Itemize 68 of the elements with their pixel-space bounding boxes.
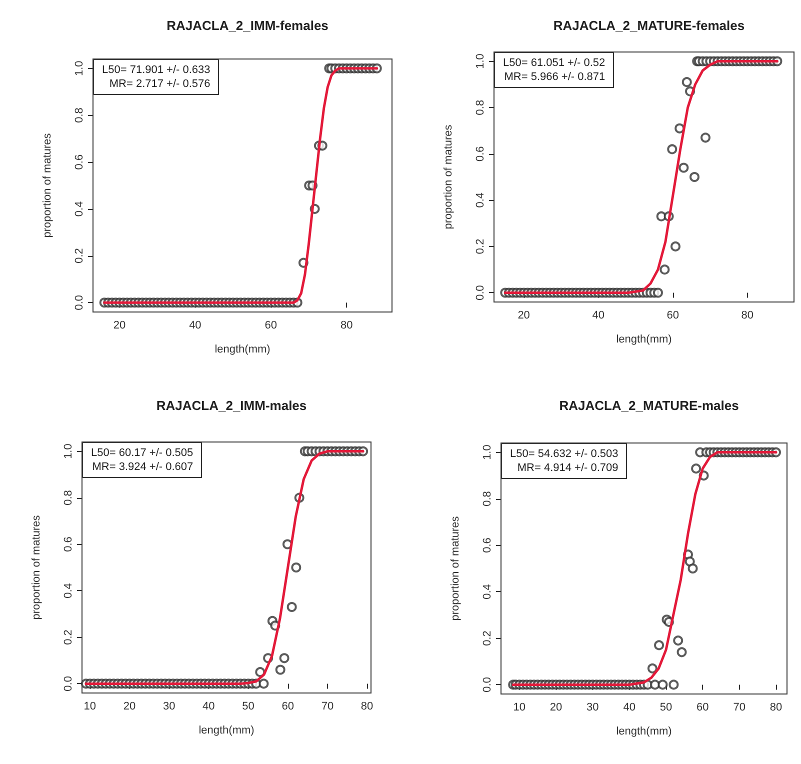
y-tick-label: 0.2 xyxy=(62,630,74,645)
y-axis-title: proportion of matures xyxy=(30,514,42,620)
y-tick-label: 1.0 xyxy=(482,444,494,460)
y-tick-label: 0.6 xyxy=(74,154,86,170)
x-tick-label: 80 xyxy=(340,320,353,332)
annotation: L50= 71.901 +/- 0.633 xyxy=(102,63,210,77)
x-tick-label: 40 xyxy=(623,702,636,714)
x-axis-title: length(mm) xyxy=(214,344,270,356)
y-tick-label: 0.2 xyxy=(474,238,486,254)
y-tick-label: 0.4 xyxy=(474,192,486,208)
y-tick-label: 0.6 xyxy=(482,538,494,553)
x-tick-label: 60 xyxy=(264,320,278,332)
annotation: L50= 61.051 +/- 0.52 xyxy=(503,56,606,70)
y-axis-title: proportion of matures xyxy=(42,132,54,238)
y-tick-label: 1.0 xyxy=(74,60,86,76)
x-tick-label: 40 xyxy=(592,310,604,322)
y-tick-label: 0.8 xyxy=(474,100,486,116)
x-tick-label: 30 xyxy=(586,702,599,714)
chart-title: RAJACLA_2_MATURE-females xyxy=(553,18,745,33)
y-tick-label: 0.0 xyxy=(474,285,486,300)
x-tick-label: 40 xyxy=(202,700,215,712)
x-tick-label: 60 xyxy=(666,310,680,322)
y-axis-title: proportion of matures xyxy=(450,516,462,621)
y-tick-label: 0.4 xyxy=(74,201,86,217)
y-axis-title: proportion of matures xyxy=(442,124,454,230)
chart-title: RAJACLA_2_MATURE-males xyxy=(559,398,739,413)
x-axis-title: length(mm) xyxy=(616,726,672,738)
annotation: MR= 5.966 +/- 0.871 xyxy=(503,70,606,84)
x-tick-label: 20 xyxy=(113,320,126,332)
y-tick-label: 0.0 xyxy=(62,676,74,692)
annotation: L50= 60.17 +/- 0.505 xyxy=(91,446,194,460)
x-tick-label: 50 xyxy=(242,700,254,712)
x-tick-label: 60 xyxy=(696,702,709,714)
y-tick-label: 0.6 xyxy=(62,536,74,552)
y-tick-label: 1.0 xyxy=(62,444,74,459)
y-tick-label: 0.6 xyxy=(474,146,486,162)
x-tick-label: 10 xyxy=(84,700,96,712)
y-tick-label: 0.8 xyxy=(482,491,494,506)
y-tick-label: 0.2 xyxy=(74,248,86,264)
y-tick-label: 0.2 xyxy=(482,630,494,646)
x-tick-label: 10 xyxy=(513,702,526,714)
x-axis-title: length(mm) xyxy=(198,724,254,736)
x-tick-label: 20 xyxy=(123,700,136,712)
chart-title: RAJACLA_2_IMM-females xyxy=(166,18,328,33)
y-tick-label: 1.0 xyxy=(474,54,486,69)
y-tick-label: 0.4 xyxy=(482,584,494,600)
x-tick-label: 60 xyxy=(282,700,294,712)
x-tick-label: 20 xyxy=(550,702,562,714)
y-tick-label: 0.8 xyxy=(62,490,74,506)
x-tick-label: 20 xyxy=(518,310,530,322)
y-tick-label: 0.0 xyxy=(74,294,86,310)
y-tick-label: 0.8 xyxy=(74,108,86,123)
x-tick-label: 80 xyxy=(770,702,782,714)
annotation: MR= 2.717 +/- 0.576 xyxy=(108,77,210,91)
x-tick-label: 70 xyxy=(321,700,334,712)
x-tick-label: 80 xyxy=(360,700,374,712)
annotation: MR= 3.924 +/- 0.607 xyxy=(91,460,194,474)
y-tick-label: 0.4 xyxy=(62,583,74,598)
x-tick-label: 30 xyxy=(162,700,176,712)
annotation: MR= 4.914 +/- 0.709 xyxy=(516,461,618,475)
x-tick-label: 50 xyxy=(660,702,672,714)
x-tick-label: 80 xyxy=(741,310,754,322)
x-axis-title: length(mm) xyxy=(616,334,672,346)
annotation: L50= 54.632 +/- 0.503 xyxy=(510,447,618,461)
y-tick-label: 0.0 xyxy=(482,677,494,692)
x-tick-label: 70 xyxy=(733,702,746,714)
x-tick-label: 40 xyxy=(189,320,202,332)
chart-title: RAJACLA_2_IMM-males xyxy=(156,398,307,413)
